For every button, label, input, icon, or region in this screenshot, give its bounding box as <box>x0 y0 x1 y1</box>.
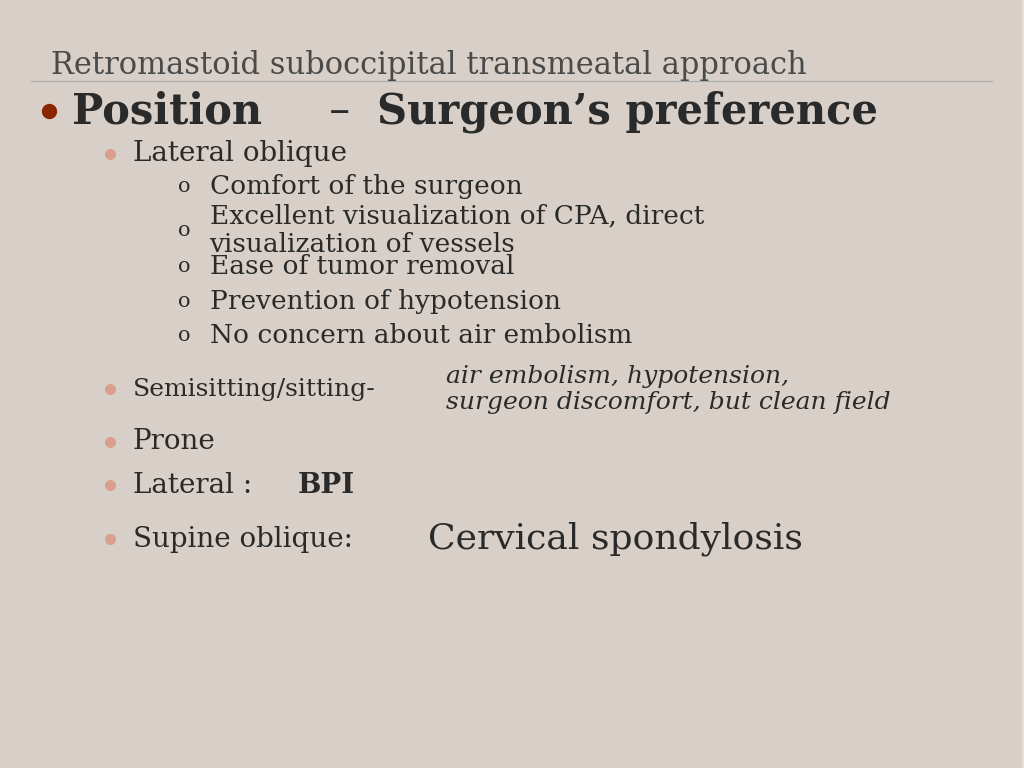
Text: o: o <box>178 326 190 345</box>
Text: air embolism, hypotension,
surgeon discomfort, but clean field: air embolism, hypotension, surgeon disco… <box>445 365 890 414</box>
Text: o: o <box>178 292 190 310</box>
Text: BPI: BPI <box>298 472 355 499</box>
Text: Comfort of the surgeon: Comfort of the surgeon <box>210 174 522 199</box>
Text: Lateral :: Lateral : <box>133 472 261 499</box>
Text: No concern about air embolism: No concern about air embolism <box>210 323 632 348</box>
Text: o: o <box>178 257 190 276</box>
Text: Position: Position <box>72 91 262 132</box>
Text: Lateral oblique: Lateral oblique <box>133 140 347 167</box>
Text: –: – <box>316 91 364 132</box>
Text: Cervical spondylosis: Cervical spondylosis <box>428 522 803 556</box>
Text: Surgeon’s preference: Surgeon’s preference <box>378 90 879 133</box>
Text: Retromastoid suboccipital transmeatal approach: Retromastoid suboccipital transmeatal ap… <box>51 50 807 81</box>
Text: o: o <box>178 177 190 196</box>
Text: Ease of tumor removal: Ease of tumor removal <box>210 254 514 279</box>
Text: o: o <box>178 221 190 240</box>
Text: Semisitting/sitting-: Semisitting/sitting- <box>133 378 376 401</box>
Text: Supine oblique:: Supine oblique: <box>133 525 361 553</box>
Text: Excellent visualization of CPA, direct
visualization of vessels: Excellent visualization of CPA, direct v… <box>210 204 703 257</box>
Text: Prone: Prone <box>133 428 216 455</box>
Text: Prevention of hypotension: Prevention of hypotension <box>210 289 560 313</box>
